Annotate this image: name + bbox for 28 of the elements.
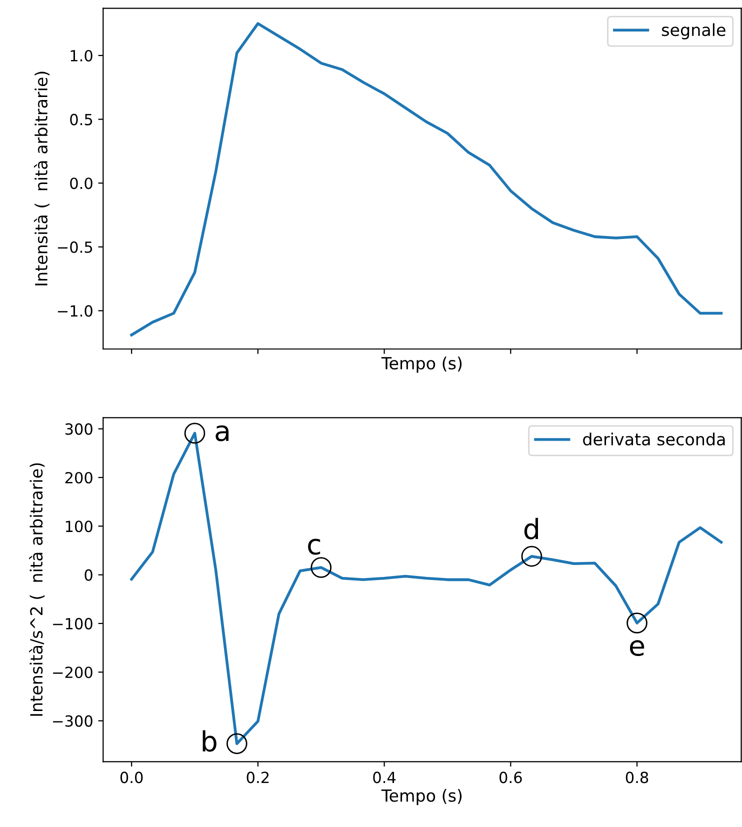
y-tick-label: −0.5 [58, 241, 92, 253]
y-axis-title: Intensità/s^2 ( nità arbitrarie) [29, 463, 45, 716]
y-tick-label: −1.0 [58, 305, 92, 317]
annotation: e [630, 640, 644, 656]
y-tick-label: 1.0 [70, 50, 92, 62]
x-tick-label: 0.6 [500, 772, 522, 784]
x-axis-title: Tempo (s) [381, 356, 462, 373]
y-tick-label: 300 [65, 423, 92, 435]
legend-label: derivata seconda [583, 432, 725, 446]
y-tick-label: 200 [65, 472, 92, 484]
x-tick-label: 0.2 [246, 772, 269, 784]
y-tick-label: 100 [66, 520, 92, 532]
annotation: a [216, 425, 229, 442]
y-tick-label: 0.5 [70, 114, 92, 126]
annotation: d [524, 518, 538, 540]
y-tick-label: −100 [53, 618, 92, 630]
y-tick-label: −300 [53, 715, 92, 727]
x-tick-label: 0.8 [626, 772, 648, 784]
y-tick-label: −200 [53, 666, 92, 678]
y-tick-label: 0 [84, 569, 92, 581]
x-tick-label: 0.4 [373, 772, 396, 784]
x-tick-label: 0.0 [120, 772, 143, 784]
y-tick-label: 0.0 [70, 178, 92, 190]
annotation: b [202, 730, 216, 752]
legend-label: segnale [662, 23, 726, 40]
annotation: c [308, 538, 320, 555]
x-axis-title: Tempo (s) [381, 788, 462, 806]
y-axis-title: Intensità ( nità arbitrarie) [34, 72, 50, 286]
